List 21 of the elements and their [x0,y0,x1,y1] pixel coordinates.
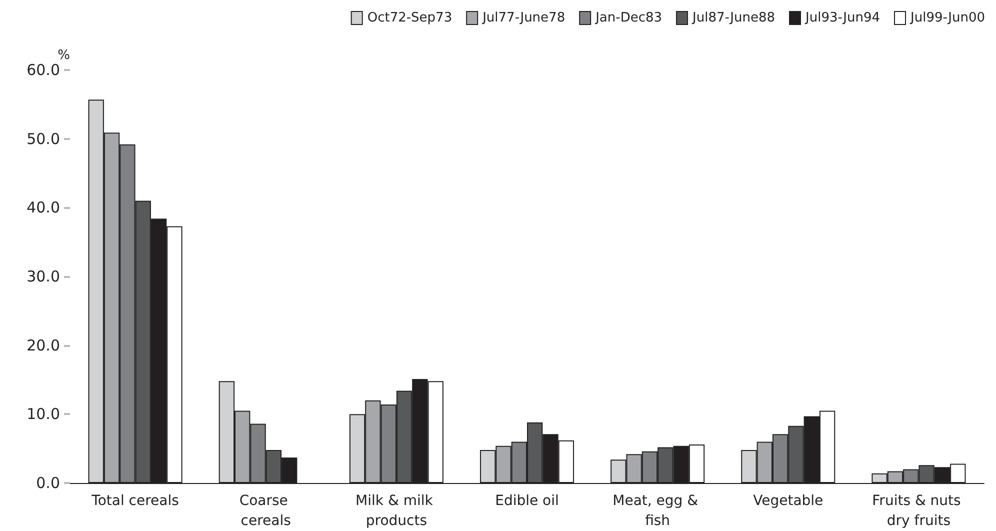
y-tick-label: 20.0 [26,336,60,354]
legend-label: Jul77-June78 [482,10,566,26]
legend-label: Jul93-Jun94 [804,10,880,26]
legend-label: Oct72-Sep73 [367,10,452,26]
y-tick-label: 40.0 [26,198,60,217]
x-tick-label: Edible oil [495,493,559,509]
x-tick-label: Milk & milk products [356,493,438,529]
y-tick-label: 0.0 [36,474,60,492]
y-tick-label: 10.0 [26,405,60,424]
y-tick-label: 60.0 [26,61,60,79]
legend-label: Jul87-June88 [692,10,776,26]
y-axis-title: % [58,48,70,63]
x-tick-label: Fruits & nuts dry fruits [872,493,966,529]
x-tick-label: Vegetable [753,493,824,509]
x-tick-label: Meat, egg & fish [612,493,703,529]
y-tick-label: 30.0 [26,268,60,286]
y-tick-label: 50.0 [26,130,60,148]
legend-label: Jul99-Jun00 [910,10,986,26]
legend-label: Jan-Dec83 [594,10,662,26]
x-tick-label: Total cereals [90,493,179,509]
x-tick-label: Coarse cereals [239,493,292,529]
